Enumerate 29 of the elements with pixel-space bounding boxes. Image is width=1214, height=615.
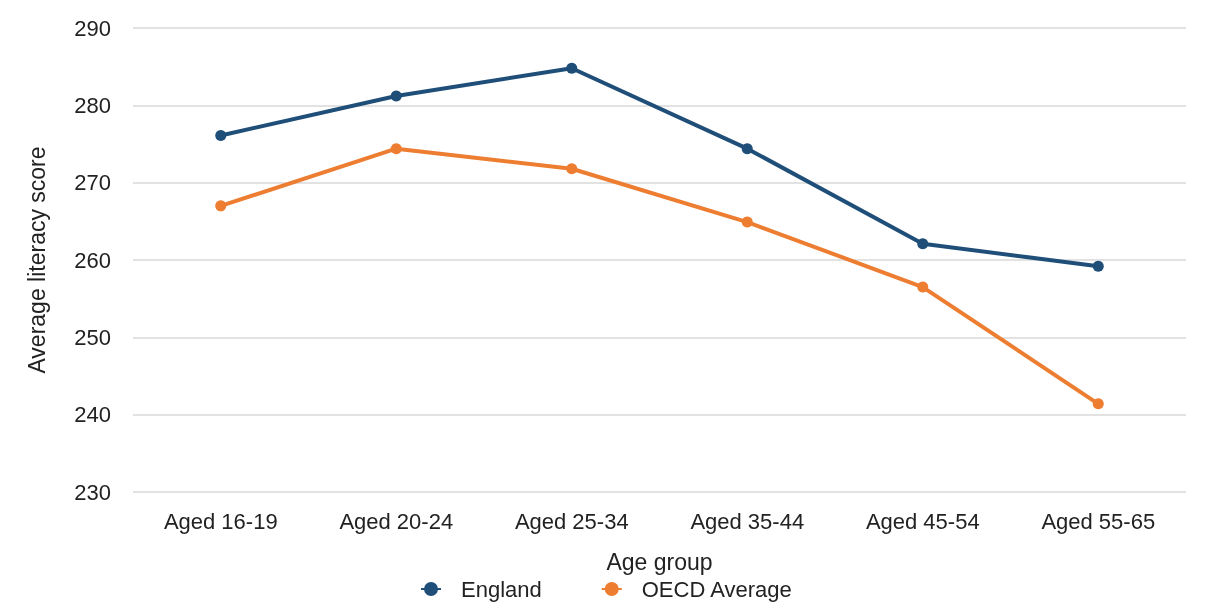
y-tick-label: 230: [74, 479, 111, 505]
y-tick-label: 290: [74, 15, 111, 41]
point: [741, 143, 753, 155]
point: [215, 130, 227, 141]
point: [215, 200, 227, 212]
y-axis-title: Average literacy score: [23, 146, 50, 374]
point: [390, 90, 402, 102]
point: [741, 216, 753, 228]
y-tick-label: 270: [74, 170, 111, 196]
x-tick-label: Aged 25-34: [514, 508, 629, 534]
point: [1092, 398, 1104, 410]
x-tick-label: Aged 35-44: [690, 508, 805, 534]
point: [566, 62, 578, 74]
x-tick-label: Aged 45-54: [865, 508, 980, 534]
x-tick-label: Aged 16-19: [163, 508, 278, 534]
legend-label: England: [461, 576, 542, 602]
x-axis-title: Age group: [606, 548, 713, 575]
y-tick-label: 240: [74, 402, 111, 428]
y-tick-label: 280: [74, 92, 111, 118]
point: [917, 238, 929, 250]
x-tick-label: Aged 55-65: [1041, 508, 1156, 534]
point: [1092, 260, 1104, 272]
point: [566, 163, 578, 175]
x-tick-label: Aged 20-24: [339, 508, 454, 534]
y-tick-label: 260: [74, 247, 111, 273]
legend-label: OECD Average: [641, 576, 792, 602]
point: [390, 143, 402, 155]
y-tick-label: 250: [74, 324, 111, 350]
point: [917, 281, 929, 293]
